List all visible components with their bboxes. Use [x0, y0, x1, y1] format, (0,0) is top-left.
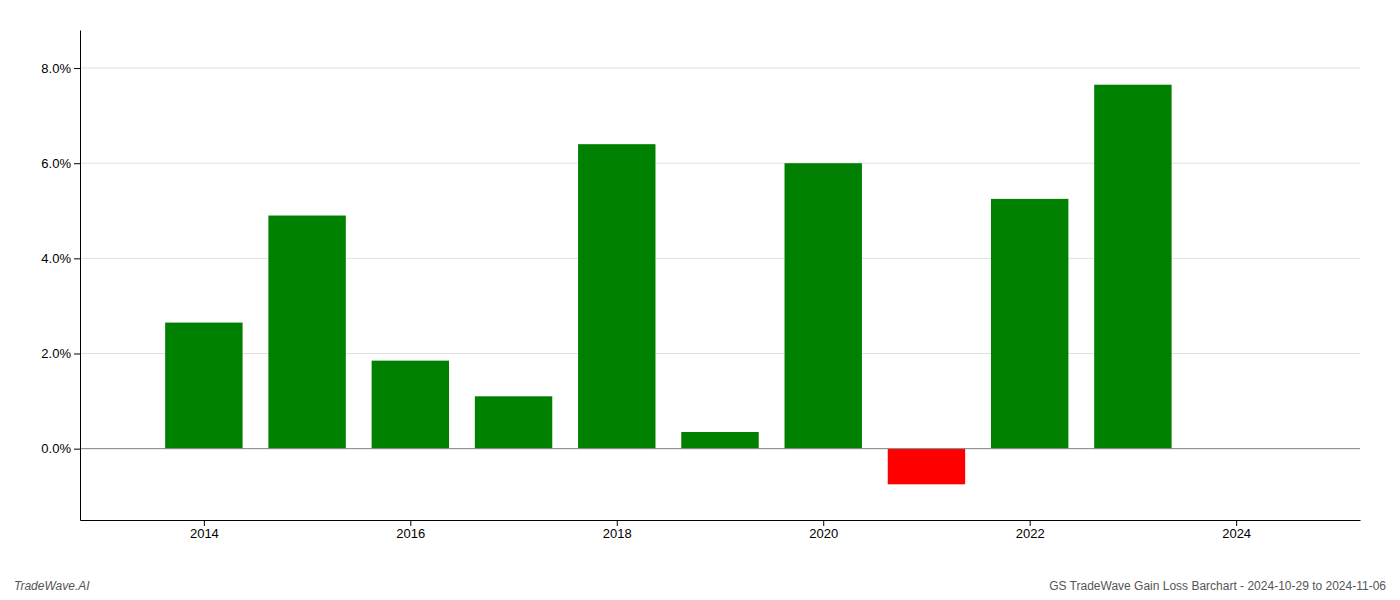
footer-left: TradeWave.AI: [14, 579, 90, 593]
y-tick-mark: [74, 258, 80, 259]
bar: [578, 144, 655, 448]
bar: [372, 361, 449, 449]
bar: [1094, 85, 1171, 449]
bar: [681, 432, 758, 449]
x-tick-label: 2018: [603, 526, 632, 541]
x-tick-mark: [410, 520, 411, 526]
y-tick: 4.0%: [41, 251, 80, 266]
bar: [991, 199, 1068, 449]
x-tick-mark: [204, 520, 205, 526]
plot: 0.0% 2.0% 4.0% 6.0% 8.0% 2014 2016 2018 2020 2022…: [41, 31, 1360, 542]
x-tick-label: 2014: [190, 526, 219, 541]
y-tick-label: 4.0%: [41, 251, 71, 266]
x-axis: 2014 2016 2018 2020 2022 2024: [81, 520, 1361, 541]
x-tick: 2014: [190, 520, 219, 541]
bar: [785, 163, 862, 448]
grid-line: [80, 68, 1360, 69]
y-tick-label: 2.0%: [41, 346, 71, 361]
bar: [888, 449, 965, 485]
y-tick-mark: [74, 449, 80, 450]
bars: [165, 85, 1171, 485]
x-tick-label: 2024: [1222, 526, 1251, 541]
bar: [165, 323, 242, 449]
x-tick: 2020: [809, 520, 838, 541]
x-tick-mark: [617, 520, 618, 526]
y-tick: 8.0%: [41, 61, 80, 76]
y-tick: 2.0%: [41, 346, 80, 361]
y-tick: 6.0%: [41, 156, 80, 171]
footer-right: GS TradeWave Gain Loss Barchart - 2024-1…: [1049, 579, 1386, 593]
x-tick: 2024: [1222, 520, 1251, 541]
y-tick-mark: [74, 68, 80, 69]
x-tick-label: 2022: [1016, 526, 1045, 541]
chart-svg: 0.0% 2.0% 4.0% 6.0% 8.0% 2014 2016 2018 2020 2022…: [0, 0, 1400, 600]
x-tick: 2022: [1016, 520, 1045, 541]
grid: [80, 68, 1360, 449]
y-tick-mark: [74, 163, 80, 164]
zero-line: [80, 448, 1360, 449]
x-tick-mark: [1236, 520, 1237, 526]
y-axis-line: [80, 31, 81, 521]
y-tick-label: 0.0%: [41, 441, 71, 456]
x-tick-mark: [823, 520, 824, 526]
y-axis: 0.0% 2.0% 4.0% 6.0% 8.0%: [41, 31, 80, 521]
x-tick-label: 2020: [809, 526, 838, 541]
x-tick: 2018: [603, 520, 632, 541]
x-axis-line: [81, 520, 1361, 521]
y-tick-mark: [74, 353, 80, 354]
chart-container: 0.0% 2.0% 4.0% 6.0% 8.0% 2014 2016 2018 2020 2022…: [0, 0, 1400, 600]
x-tick-mark: [1030, 520, 1031, 526]
x-tick: 2016: [396, 520, 425, 541]
y-tick: 0.0%: [41, 441, 80, 456]
bar: [475, 396, 552, 448]
y-tick-label: 8.0%: [41, 61, 71, 76]
x-tick-label: 2016: [396, 526, 425, 541]
y-tick-label: 6.0%: [41, 156, 71, 171]
bar: [268, 216, 345, 449]
grid-line: [80, 448, 1360, 449]
